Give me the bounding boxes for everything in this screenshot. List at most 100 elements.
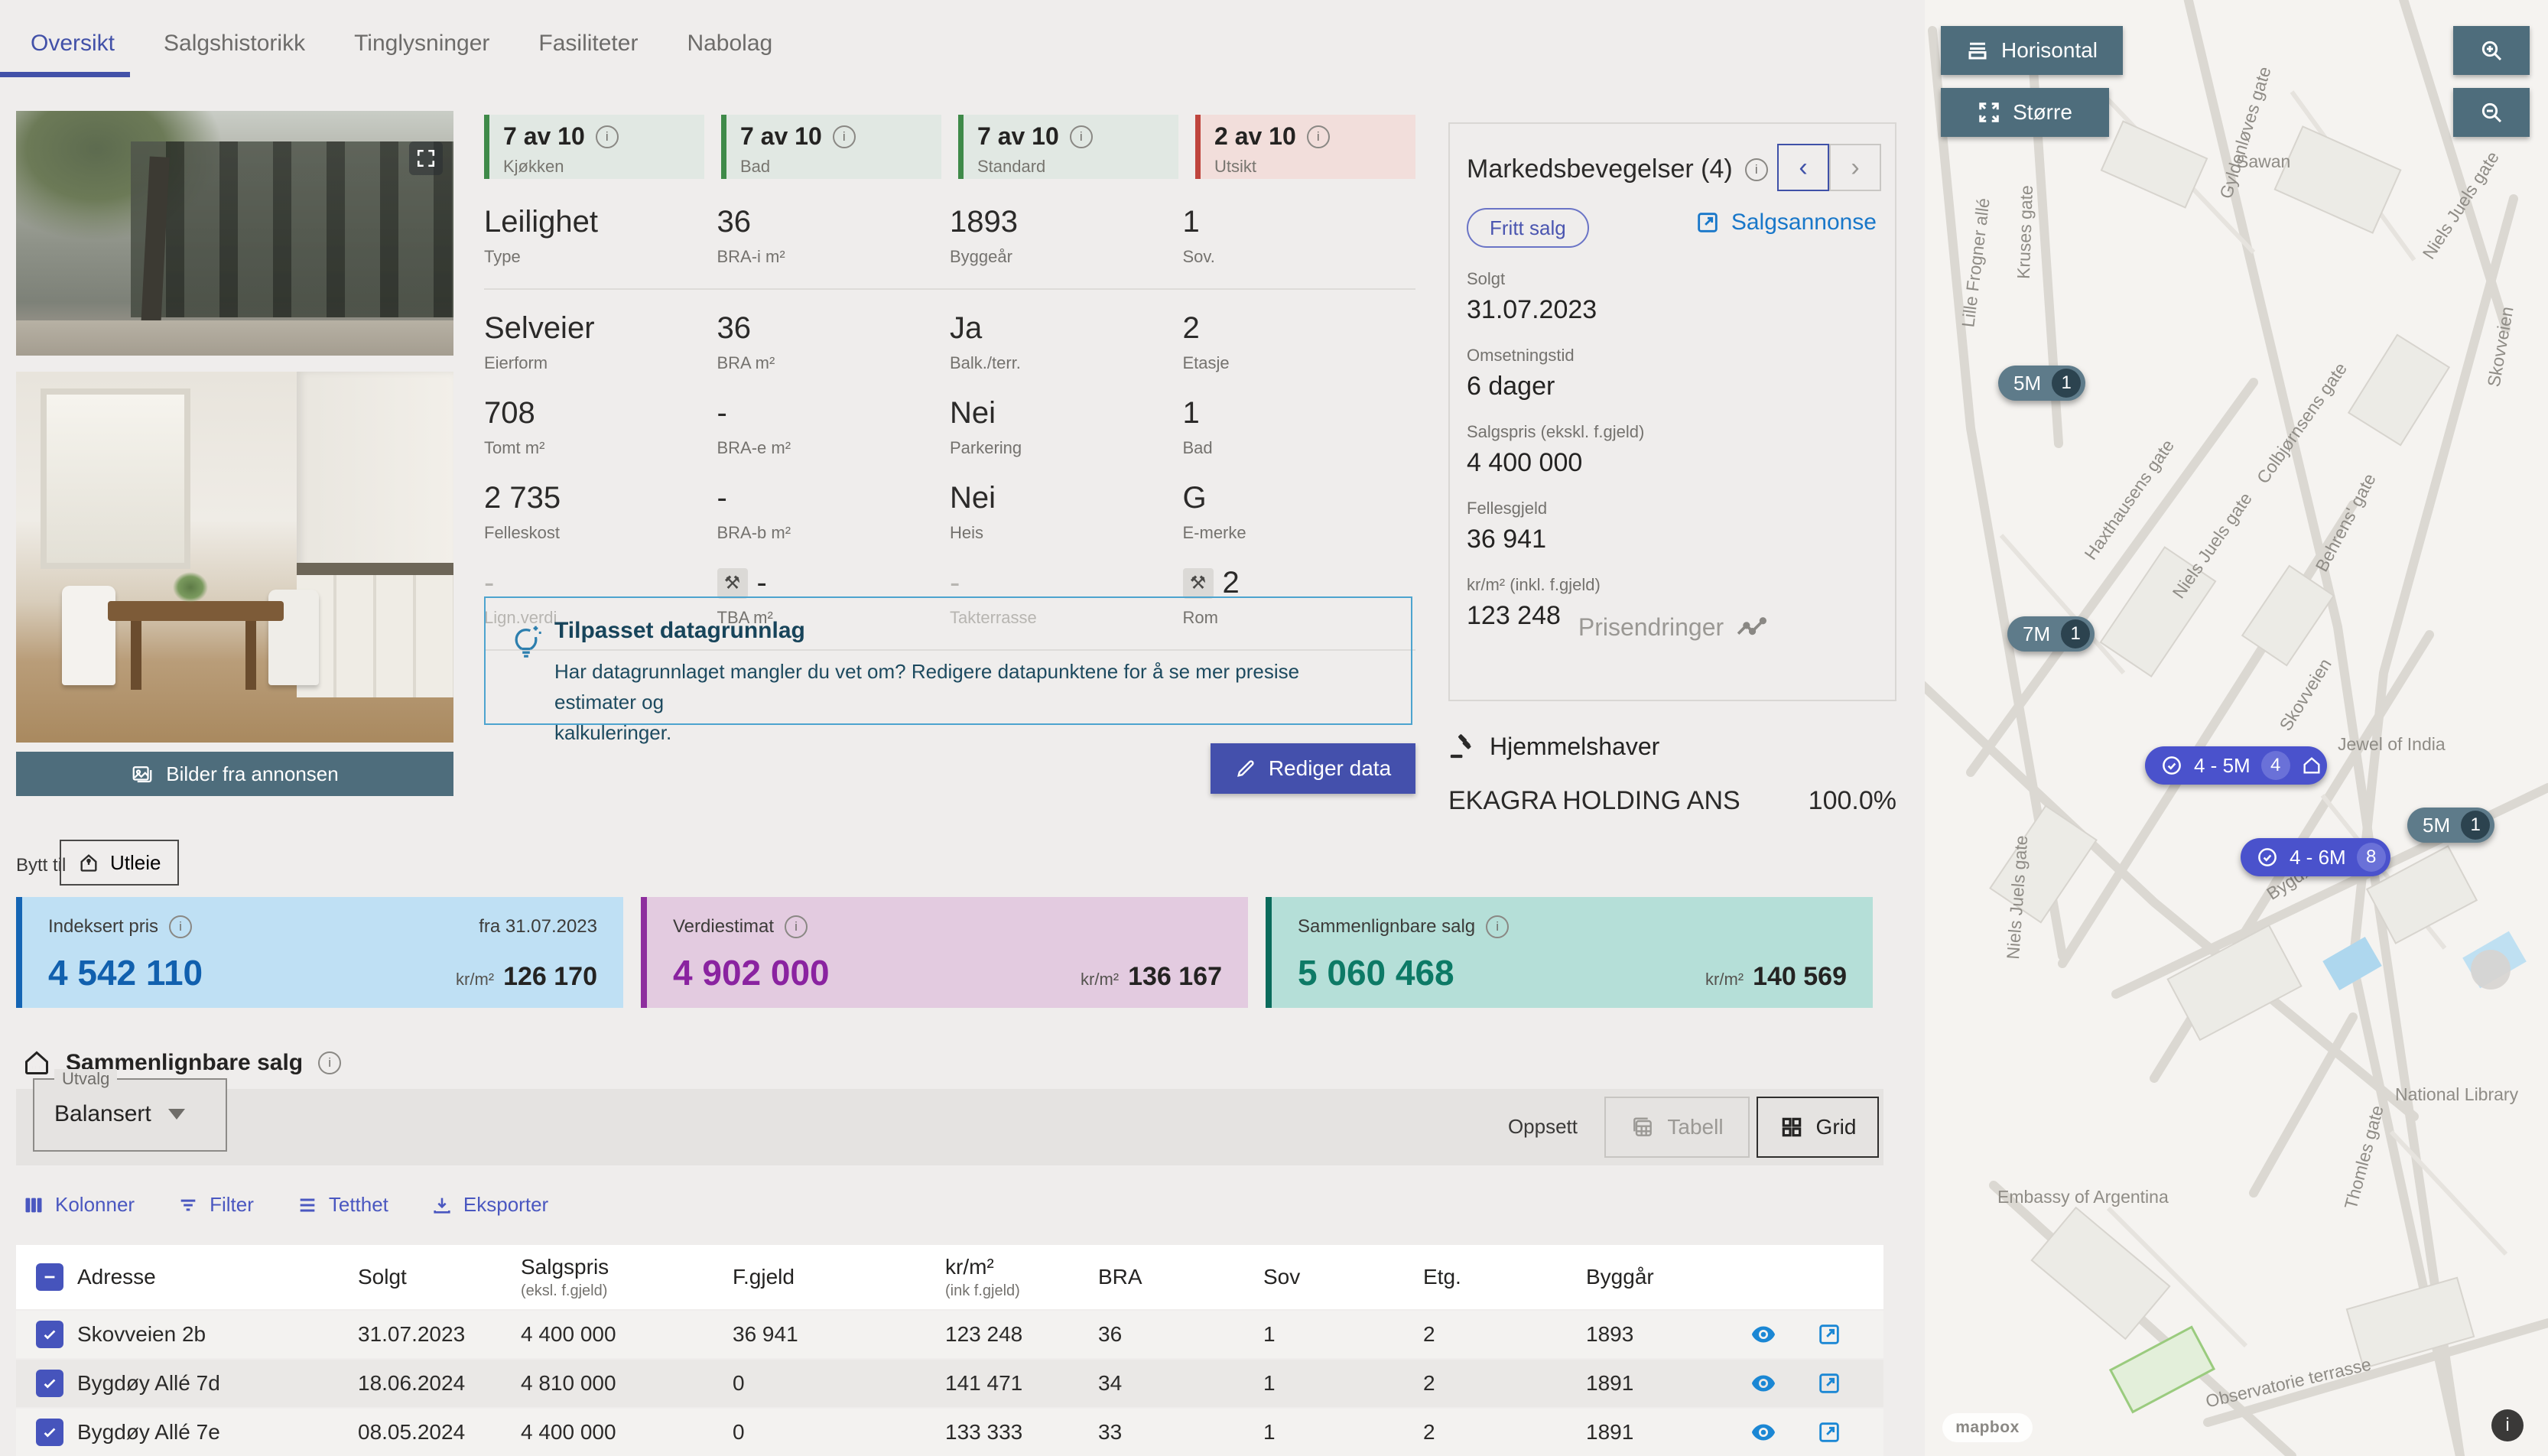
info-icon[interactable]: i bbox=[1744, 158, 1768, 181]
tab-oversikt[interactable]: Oversikt bbox=[31, 31, 115, 56]
house-icon bbox=[25, 1051, 48, 1074]
map-panel[interactable]: Sawan Lille Frogner allé Kruses gate Gyl… bbox=[1925, 0, 2548, 1456]
fullscreen-icon[interactable] bbox=[409, 141, 443, 175]
cell-sold: 08.05.2024 bbox=[358, 1420, 466, 1444]
table-row[interactable]: Bygdøy Allé 7d 18.06.2024 4 810 000 0 14… bbox=[16, 1360, 1883, 1407]
tab-nabolag[interactable]: Nabolag bbox=[687, 31, 773, 56]
market-field-solgt: Solgt 31.07.2023 bbox=[1467, 269, 1597, 324]
house-icon bbox=[2303, 757, 2320, 774]
col-sov[interactable]: Sov bbox=[1263, 1265, 1301, 1289]
kpi-value: 5 060 468 bbox=[1298, 953, 1454, 993]
col-salgspris[interactable]: Salgspris (eksl. f.gjeld) bbox=[521, 1254, 609, 1299]
cell-sqm: 141 471 bbox=[945, 1371, 1023, 1395]
columns-button[interactable]: Kolonner bbox=[23, 1193, 135, 1217]
layout-label: Oppsett bbox=[1507, 1115, 1578, 1138]
col-adresse[interactable]: Adresse bbox=[77, 1265, 156, 1289]
info-icon[interactable]: i bbox=[1306, 125, 1330, 148]
photos-from-ad-button[interactable]: Bilder fra annonsen bbox=[16, 752, 453, 796]
view-table-button[interactable]: Tabell bbox=[1604, 1097, 1750, 1158]
density-button[interactable]: Tetthet bbox=[297, 1193, 388, 1217]
fact-balkong: Ja Balk./terr. bbox=[950, 311, 1021, 372]
score-value: 2 av 10 bbox=[1214, 122, 1296, 150]
density-icon bbox=[300, 1198, 315, 1212]
map-larger-button[interactable]: Større bbox=[1941, 88, 2109, 137]
next-page-button[interactable]: › bbox=[1829, 144, 1881, 191]
open-row-button[interactable] bbox=[1812, 1415, 1846, 1449]
col-solgt[interactable]: Solgt bbox=[358, 1265, 407, 1289]
table-row[interactable]: Skovveien 2b 31.07.2023 4 400 000 36 941… bbox=[16, 1311, 1883, 1358]
view-row-button[interactable] bbox=[1747, 1415, 1780, 1449]
map-park-shape bbox=[2108, 1325, 2216, 1414]
prev-page-button[interactable]: ‹ bbox=[1777, 144, 1829, 191]
info-icon[interactable]: i bbox=[595, 125, 619, 148]
cell-sold: 18.06.2024 bbox=[358, 1371, 466, 1395]
row-checkbox[interactable] bbox=[36, 1321, 63, 1348]
cell-etg: 2 bbox=[1423, 1420, 1435, 1444]
fact-bra: 36 BRA m² bbox=[717, 311, 775, 372]
map-horizontal-button[interactable]: Horisontal bbox=[1941, 26, 2123, 75]
col-etg[interactable]: Etg. bbox=[1423, 1265, 1461, 1289]
kpi-indexed-price: Indeksert pris i fra 31.07.2023 4 542 110… bbox=[16, 897, 623, 1008]
view-row-button[interactable] bbox=[1747, 1318, 1780, 1351]
market-title: Markedsbevegelser (4) i bbox=[1467, 154, 1768, 184]
divider bbox=[484, 649, 1415, 651]
info-icon[interactable]: i bbox=[785, 915, 808, 938]
fact-sov: 1 Sov. bbox=[1182, 205, 1215, 266]
sale-type-chip: Fritt salg bbox=[1467, 208, 1589, 248]
info-icon[interactable]: i bbox=[832, 125, 856, 148]
map-label: Embassy of Argentina bbox=[1997, 1187, 2169, 1207]
price-changes-link[interactable]: Prisendringer bbox=[1450, 613, 1895, 642]
table-icon bbox=[1633, 1117, 1653, 1136]
filter-button[interactable]: Filter bbox=[177, 1193, 254, 1217]
tab-tinglysninger[interactable]: Tinglysninger bbox=[354, 31, 490, 56]
map-marker[interactable]: 7M 1 bbox=[2007, 616, 2095, 652]
photo-table-leg bbox=[131, 621, 141, 690]
info-icon[interactable]: i bbox=[1069, 125, 1093, 148]
open-row-button[interactable] bbox=[1812, 1318, 1846, 1351]
notice-title: Tilpasset datagrunnlag bbox=[554, 618, 805, 643]
table-row[interactable]: Bygdøy Allé 7e 08.05.2024 4 400 000 0 13… bbox=[16, 1409, 1883, 1456]
col-krm2[interactable]: kr/m² (ink f.gjeld) bbox=[945, 1254, 1020, 1299]
map-cluster-marker[interactable]: 4 - 6M 8 bbox=[2241, 838, 2390, 876]
fact-lignverdi: - Lign.verdi bbox=[484, 566, 557, 627]
map-zoom-in-button[interactable] bbox=[2453, 26, 2530, 75]
col-byggaar[interactable]: Byggår bbox=[1586, 1265, 1654, 1289]
cell-sov: 1 bbox=[1263, 1371, 1276, 1395]
col-fgjeld[interactable]: F.gjeld bbox=[733, 1265, 795, 1289]
image-icon bbox=[132, 766, 152, 783]
marker-count: 8 bbox=[2356, 843, 2386, 872]
property-photo-kitchen[interactable] bbox=[16, 372, 453, 743]
view-row-button[interactable] bbox=[1747, 1367, 1780, 1400]
row-checkbox[interactable] bbox=[36, 1419, 63, 1446]
selection-dropdown[interactable]: Utvalg Balansert bbox=[33, 1069, 227, 1152]
export-button[interactable]: Eksporter bbox=[431, 1193, 548, 1217]
map-attribution-info-button[interactable]: i bbox=[2491, 1409, 2524, 1441]
score-value: 7 av 10 bbox=[740, 122, 822, 150]
map-marker[interactable]: 5M 1 bbox=[1998, 366, 2086, 401]
mapbox-logo: mapbox bbox=[1942, 1413, 2033, 1442]
switch-to-rental-button[interactable]: Utleie bbox=[60, 840, 180, 886]
tab-fasiliteter[interactable]: Fasiliteter bbox=[538, 31, 639, 56]
market-pager: ‹ › bbox=[1777, 144, 1881, 191]
gavel-icon bbox=[1450, 733, 1471, 758]
map-marker[interactable]: 5M 1 bbox=[2407, 808, 2495, 843]
info-icon[interactable]: i bbox=[169, 915, 193, 938]
info-icon[interactable]: i bbox=[318, 1051, 342, 1074]
row-checkbox[interactable] bbox=[36, 1370, 63, 1397]
download-icon bbox=[434, 1198, 450, 1214]
col-bra[interactable]: BRA bbox=[1098, 1265, 1142, 1289]
score-label: Kjøkken bbox=[503, 157, 564, 176]
open-row-button[interactable] bbox=[1812, 1367, 1846, 1400]
info-icon[interactable]: i bbox=[1486, 915, 1510, 938]
view-grid-button[interactable]: Grid bbox=[1757, 1097, 1879, 1158]
kpi-value-estimate: Verdiestimat i 4 902 000 kr/m² 136 167 bbox=[641, 897, 1248, 1008]
map-zoom-out-button[interactable] bbox=[2453, 88, 2530, 137]
tab-salgshistorikk[interactable]: Salgshistorikk bbox=[164, 31, 306, 56]
sales-ad-link[interactable]: Salgsannonse bbox=[1695, 210, 1877, 236]
edit-data-button[interactable]: Rediger data bbox=[1211, 743, 1415, 794]
map-cluster-marker[interactable]: 4 - 5M 4 bbox=[2145, 746, 2327, 785]
select-all-checkbox[interactable] bbox=[36, 1263, 63, 1291]
map-label: Sawan bbox=[2237, 151, 2291, 171]
property-photo-exterior[interactable] bbox=[16, 111, 453, 356]
